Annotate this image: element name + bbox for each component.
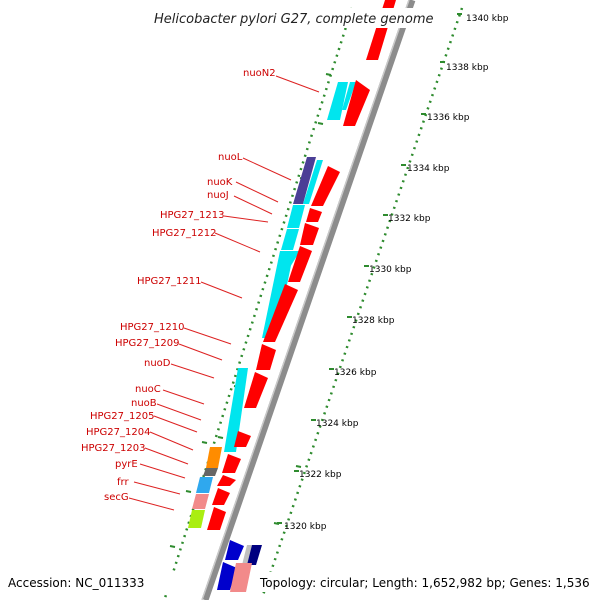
gene-label-nuoL: nuoL xyxy=(218,152,243,163)
leader-pyrE xyxy=(139,463,186,479)
kbp-ruler: 1340 kbp 1338 kbp 1336 kbp 1334 kbp 1332… xyxy=(277,13,509,532)
kbp-label-1338: 1338 kbp xyxy=(446,63,489,73)
feature-fwd-2 xyxy=(343,80,370,126)
leader-nuoL xyxy=(242,157,292,181)
leader-nuoC xyxy=(162,389,205,405)
kbp-label-1340: 1340 kbp xyxy=(466,14,509,24)
feature-gray-block xyxy=(203,468,218,476)
accession-background xyxy=(4,572,176,592)
gene-label-HPG27_1209: HPG27_1209 xyxy=(115,338,179,349)
accession-text: Accession: NC_011333 xyxy=(8,576,144,590)
genome-backbone-highlight xyxy=(201,0,410,600)
leader-HPG27_1203 xyxy=(144,447,189,465)
outer-ruler-track xyxy=(260,7,464,599)
gene-label-frr: frr xyxy=(117,477,129,488)
gene-label-HPG27_1212: HPG27_1212 xyxy=(152,228,216,239)
feature-fwd-8 xyxy=(256,344,276,370)
feature-fwd-9 xyxy=(244,372,268,408)
gene-label-HPG27_1205: HPG27_1205 xyxy=(90,411,154,422)
feature-fwd-13 xyxy=(212,488,230,505)
gene-labels: nuoN2 nuoL nuoK nuoJ HPG27_1213 HPG27_12… xyxy=(81,68,276,503)
leader-HPG27_1205 xyxy=(153,415,198,433)
feature-fwd-6 xyxy=(288,246,312,282)
feature-fwd-14 xyxy=(207,507,226,530)
gene-label-HPG27_1211: HPG27_1211 xyxy=(137,276,201,287)
feature-fwd-12 xyxy=(217,475,236,486)
kbp-label-1334: 1334 kbp xyxy=(407,164,450,174)
feature-fwd-4 xyxy=(306,208,322,222)
reverse-strand-features xyxy=(188,82,356,528)
leader-nuoN2 xyxy=(275,75,320,93)
map-title: Helicobacter pylori G27, complete genome xyxy=(154,12,433,27)
leader-HPG27_1211 xyxy=(200,281,243,299)
kbp-label-1324: 1324 kbp xyxy=(316,419,359,429)
topology-background xyxy=(256,572,596,592)
gene-label-nuoC: nuoC xyxy=(135,384,161,395)
feature-nuoN2-reverse xyxy=(327,82,348,120)
kbp-label-1328: 1328 kbp xyxy=(352,316,395,326)
gene-label-nuoD: nuoD xyxy=(144,358,171,369)
gene-label-HPG27_1213: HPG27_1213 xyxy=(160,210,224,221)
leader-frr xyxy=(133,481,181,495)
feature-blue-arrow-1 xyxy=(225,540,244,560)
feature-blue-block xyxy=(196,477,213,493)
feature-fwd-3 xyxy=(311,166,340,206)
feature-orange-block xyxy=(206,447,222,468)
leader-lines xyxy=(128,75,320,511)
kbp-label-1330: 1330 kbp xyxy=(369,265,412,275)
gene-label-nuoN2: nuoN2 xyxy=(243,68,276,79)
leader-secG xyxy=(128,497,175,511)
leader-HPG27_1204 xyxy=(149,431,194,451)
gene-label-nuoK: nuoK xyxy=(207,177,233,188)
feature-nuoL-reverse xyxy=(303,160,323,204)
kbp-label-1322: 1322 kbp xyxy=(299,470,342,480)
feature-fwd-5 xyxy=(300,223,319,245)
kbp-label-1332: 1332 kbp xyxy=(388,214,431,224)
lower-features xyxy=(217,540,262,592)
genome-backbone xyxy=(201,0,416,600)
feature-navy-arrow xyxy=(247,545,262,565)
gene-label-pyrE: pyrE xyxy=(115,459,138,470)
feature-pink-block xyxy=(192,494,209,509)
feature-pink-block-2 xyxy=(230,563,252,592)
leader-nuoK xyxy=(235,181,279,203)
gene-label-nuoB: nuoB xyxy=(131,398,157,409)
feature-fwd-11 xyxy=(222,454,241,473)
inner-dotted-track xyxy=(163,7,354,599)
title-background xyxy=(150,8,448,28)
kbp-label-1326: 1326 kbp xyxy=(334,368,377,378)
feature-HPG27_1212-reverse xyxy=(276,251,300,280)
leader-HPG27_1212 xyxy=(214,232,261,253)
forward-strand-features xyxy=(207,0,396,530)
leader-HPG27_1210 xyxy=(183,327,232,345)
gene-label-HPG27_1204: HPG27_1204 xyxy=(86,427,150,438)
leader-nuoB xyxy=(156,403,202,421)
gene-label-nuoJ: nuoJ xyxy=(207,190,229,201)
feature-fwd-7 xyxy=(263,284,298,342)
feature-lime-block xyxy=(188,510,205,528)
gene-label-HPG27_1210: HPG27_1210 xyxy=(120,322,184,333)
kbp-label-1336: 1336 kbp xyxy=(427,113,470,123)
feature-nuoL-block xyxy=(293,157,316,204)
leader-HPG27_1213 xyxy=(223,215,269,223)
topology-text: Topology: circular; Length: 1,652,982 bp… xyxy=(259,576,590,590)
leader-nuoD xyxy=(170,363,215,379)
gene-label-HPG27_1203: HPG27_1203 xyxy=(81,443,145,454)
feature-nuoK-reverse xyxy=(287,205,305,228)
feature-nuoD-reverse xyxy=(224,368,248,452)
leader-HPG27_1209 xyxy=(178,343,223,361)
leader-nuoJ xyxy=(233,195,273,215)
feature-fwd-10 xyxy=(234,431,251,447)
feature-nuoN2-reverse-b xyxy=(342,82,356,110)
kbp-label-1320: 1320 kbp xyxy=(284,522,327,532)
gene-label-secG: secG xyxy=(104,492,129,503)
feature-nuoJ-reverse xyxy=(281,229,299,250)
